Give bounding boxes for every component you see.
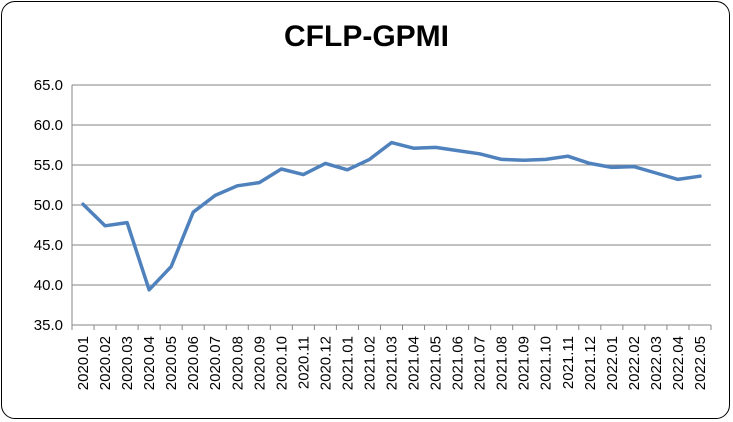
x-tick-label: 2022.01 bbox=[604, 336, 621, 390]
x-tick-label: 2020.05 bbox=[163, 336, 180, 390]
x-tick-label: 2020.09 bbox=[251, 336, 268, 390]
x-tick-label: 2021.05 bbox=[428, 336, 445, 390]
x-tick-label: 2020.11 bbox=[295, 336, 312, 389]
x-tick-label: 2020.08 bbox=[229, 336, 246, 390]
y-tick-label: 55.0 bbox=[34, 157, 63, 174]
y-tick-label: 60.0 bbox=[34, 117, 63, 134]
x-tick-label: 2021.03 bbox=[384, 336, 401, 390]
x-tick-label: 2021.02 bbox=[361, 336, 378, 390]
x-tick-label: 2021.08 bbox=[494, 336, 511, 390]
y-tick-label: 65.0 bbox=[34, 77, 63, 94]
x-tick-label: 2022.02 bbox=[626, 336, 643, 390]
x-tick-label: 2020.06 bbox=[185, 336, 202, 390]
x-tick-label: 2021.07 bbox=[472, 336, 489, 390]
series-line bbox=[81, 140, 702, 292]
x-tick-label: 2020.07 bbox=[207, 336, 224, 390]
x-tick-label: 2022.04 bbox=[670, 336, 687, 390]
x-tick-label: 2020.04 bbox=[141, 336, 158, 390]
x-tick-label: 2021.01 bbox=[339, 336, 356, 390]
y-tick-label: 50.0 bbox=[34, 197, 63, 214]
x-tick-label: 2021.06 bbox=[450, 336, 467, 390]
x-tick-label: 2021.10 bbox=[538, 336, 555, 390]
y-tick-label: 35.0 bbox=[34, 317, 63, 334]
x-tick-label: 2021.09 bbox=[516, 336, 533, 390]
x-tick-label: 2020.02 bbox=[97, 336, 114, 390]
x-tick-label: 2021.12 bbox=[582, 336, 599, 390]
x-tick-label: 2020.01 bbox=[75, 336, 92, 390]
x-tick-label: 2020.03 bbox=[119, 336, 136, 390]
chart-title: CFLP-GPMI bbox=[284, 20, 449, 53]
x-tick-label: 2020.12 bbox=[317, 336, 334, 390]
x-tick-label: 2022.03 bbox=[648, 336, 665, 390]
x-tick-label: 2021.11 bbox=[560, 336, 577, 389]
x-tick-label: 2022.05 bbox=[692, 336, 709, 390]
y-tick-label: 40.0 bbox=[34, 277, 63, 294]
y-tick-label: 45.0 bbox=[34, 237, 63, 254]
x-tick-label: 2020.10 bbox=[273, 336, 290, 390]
x-tick-label: 2021.04 bbox=[406, 336, 423, 390]
